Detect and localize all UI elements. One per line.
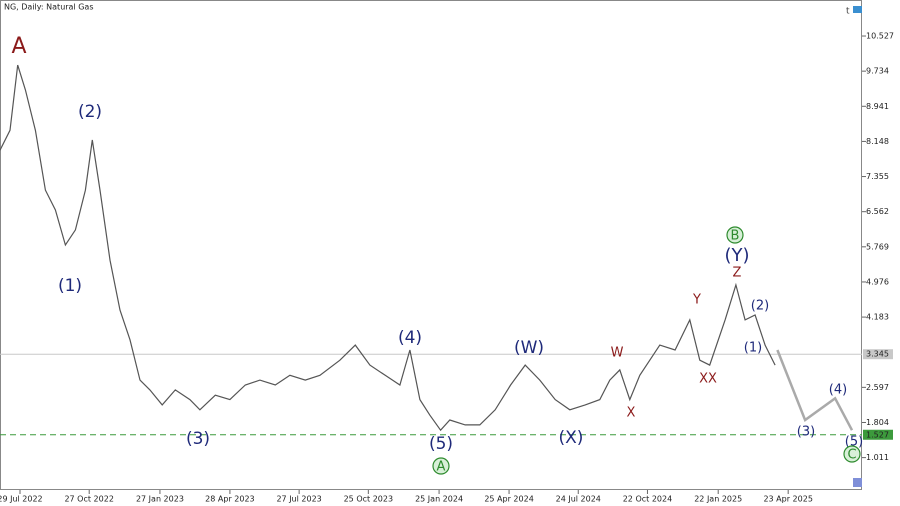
- price-label-box: [863, 349, 893, 360]
- wave-circle: [726, 226, 744, 244]
- wave-label: (4): [829, 383, 847, 398]
- wave-circle: [843, 445, 861, 463]
- y-tick-label: 7.355: [866, 172, 889, 181]
- y-tick-label: 1.804: [866, 418, 889, 427]
- x-tick-label: 22 Jan 2025: [694, 495, 742, 504]
- wave-label: (5): [845, 435, 863, 450]
- y-tick-label: 8.148: [866, 137, 889, 146]
- x-tick-label: 25 Jan 2024: [415, 495, 463, 504]
- wave-label: (3): [186, 429, 210, 449]
- x-tick-label: 27 Oct 2022: [64, 495, 113, 504]
- wave-label: W: [611, 346, 624, 361]
- plot-frame: [0, 0, 862, 490]
- x-tick-label: 25 Oct 2023: [344, 495, 393, 504]
- price-line-series: [776, 349, 854, 431]
- wave-label: (1): [744, 341, 762, 356]
- wave-label: (4): [398, 328, 422, 348]
- y-tick-label: 6.562: [866, 207, 889, 216]
- tool-icon[interactable]: t: [846, 7, 850, 17]
- wave-label: X: [627, 406, 636, 421]
- wave-label: A: [11, 34, 26, 59]
- wave-label: (2): [751, 299, 769, 314]
- x-tick-label: 29 Jul 2022: [0, 495, 43, 504]
- wave-label: Z: [733, 266, 742, 281]
- x-tick-label: 24 Jul 2024: [556, 495, 601, 504]
- x-tick-label: 27 Jan 2023: [136, 495, 184, 504]
- price-label: 3.345: [866, 350, 889, 359]
- y-tick-label: 4.976: [866, 277, 889, 286]
- wave-label: C: [847, 448, 856, 463]
- tool-icon[interactable]: [853, 478, 862, 487]
- y-tick-label: 9.734: [866, 67, 889, 76]
- wave-label: (3): [797, 425, 815, 440]
- wave-label: (W): [514, 338, 544, 358]
- x-tick-label: 27 Jul 2023: [276, 495, 321, 504]
- wave-label: Y: [692, 293, 701, 308]
- y-tick-label: 8.941: [866, 102, 889, 111]
- price-label-box: [863, 429, 893, 440]
- x-tick-label: 25 Apr 2024: [484, 495, 533, 504]
- wave-label: B: [731, 229, 740, 244]
- wave-label: (X): [559, 428, 584, 448]
- wave-circle: [432, 457, 450, 475]
- y-tick-label: 4.183: [866, 313, 889, 322]
- price-line-series: [0, 64, 776, 432]
- y-tick-label: 1.011: [866, 453, 889, 462]
- wave-label: (2): [78, 102, 102, 122]
- x-tick-label: 22 Oct 2024: [623, 495, 672, 504]
- wave-label: (5): [429, 434, 453, 454]
- wave-label: (1): [58, 276, 82, 296]
- y-tick-label: 5.769: [866, 242, 889, 251]
- x-tick-label: 28 Apr 2023: [205, 495, 254, 504]
- tool-icon[interactable]: [853, 6, 862, 13]
- y-tick-label: 2.597: [866, 383, 889, 392]
- wave-label: (Y): [724, 245, 749, 266]
- wave-label: XX: [699, 372, 717, 387]
- y-tick-label: 10.527: [866, 32, 894, 41]
- price-label: 1.527: [866, 430, 889, 439]
- chart-title: NG, Daily: Natural Gas: [4, 3, 94, 12]
- x-tick-label: 23 Apr 2025: [763, 495, 812, 504]
- wave-label: A: [437, 460, 446, 475]
